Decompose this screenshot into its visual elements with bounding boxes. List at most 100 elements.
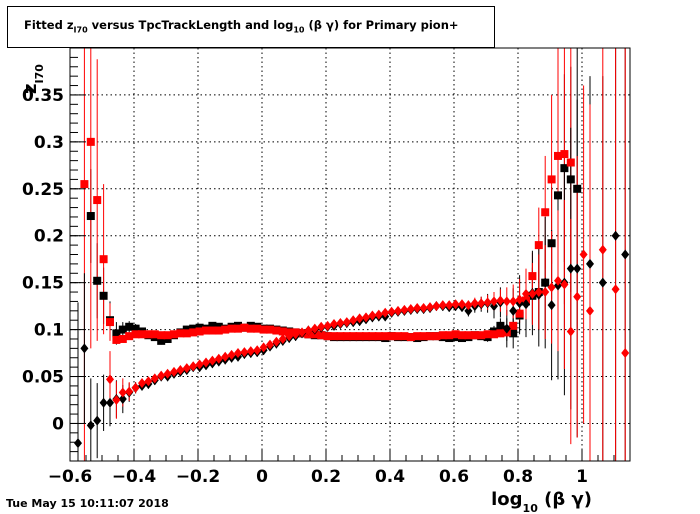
red-diamond-point <box>515 294 524 305</box>
error-bars <box>77 48 626 461</box>
red-diamond-point <box>362 312 370 323</box>
black-diamond-point <box>566 263 575 274</box>
black-diamond-point <box>541 277 550 288</box>
red-diamond-point <box>291 329 300 340</box>
plot-frame <box>69 47 631 462</box>
red-diamond-point <box>470 298 479 309</box>
red-square-point <box>182 329 191 338</box>
red-diamond-point <box>554 275 562 286</box>
title-middle: versus TpcTrackLength and log <box>87 18 294 32</box>
red-square-point <box>202 326 210 335</box>
red-diamond-point <box>253 345 262 356</box>
black-square-point <box>86 212 95 221</box>
red-diamond-point <box>342 317 351 328</box>
red-square-point <box>374 332 383 341</box>
x-tick-label: 0.4 <box>375 467 405 487</box>
red-diamond-point <box>336 318 345 329</box>
black-diamond-point <box>547 300 556 311</box>
red-diamond-point <box>298 327 306 338</box>
red-diamond-point <box>266 339 274 350</box>
black-diamond-point <box>598 277 607 288</box>
red-square-point <box>227 324 236 333</box>
red-square-point <box>464 331 473 340</box>
red-diamond-point <box>400 304 409 315</box>
red-diamond-point <box>394 305 402 316</box>
red-diamond-point <box>528 288 537 299</box>
red-square-point <box>176 329 185 338</box>
x-tick-label: −0.4 <box>112 467 157 487</box>
red-diamond-point <box>573 291 582 302</box>
red-square-point <box>566 158 575 167</box>
red-square-point <box>93 196 102 205</box>
black-square-point <box>566 175 575 184</box>
black-diamond-point <box>522 299 530 310</box>
red-diamond-point <box>118 387 127 398</box>
black-diamond-point <box>99 397 108 408</box>
red-diamond-point <box>477 298 486 309</box>
y-tick-label: 0.05 <box>22 368 64 388</box>
red-diamond-point <box>502 296 511 307</box>
svg-text:zI70: zI70 <box>20 64 46 94</box>
black-square-point <box>208 321 217 330</box>
red-diamond-point <box>426 302 434 313</box>
red-square-point <box>509 321 518 330</box>
red-diamond-point <box>611 284 620 295</box>
red-diamond-point <box>214 353 223 364</box>
black-diamond-point <box>502 323 511 334</box>
red-diamond-point <box>182 363 191 374</box>
red-square-point <box>547 175 556 184</box>
chart-title: Fitted zI70 versus TpcTrackLength and lo… <box>24 18 459 34</box>
red-square-point <box>554 151 562 160</box>
black-square-point <box>496 321 505 330</box>
red-diamond-point <box>387 306 396 317</box>
title-sub-10: 10 <box>293 25 305 35</box>
red-square-point <box>387 332 396 341</box>
red-square-point <box>99 255 108 264</box>
red-diamond-point <box>586 305 594 316</box>
red-diamond-point <box>419 303 428 314</box>
y-tick-label: 0 <box>52 414 64 434</box>
red-diamond-point <box>176 364 185 375</box>
red-square-point <box>483 330 492 339</box>
red-diamond-point <box>195 359 204 370</box>
red-square-point <box>246 324 255 333</box>
red-square-point <box>272 326 281 335</box>
red-diamond-point <box>349 315 358 326</box>
black-diamond-point <box>586 258 594 269</box>
y-tick-label: 0.1 <box>34 321 64 341</box>
red-diamond-point <box>598 244 607 255</box>
red-square-point <box>240 323 249 332</box>
red-square-point <box>234 324 242 333</box>
red-diamond-point <box>150 373 159 384</box>
red-square-point <box>470 331 479 340</box>
y-tick-label: 0.3 <box>34 133 64 153</box>
black-diamond-point <box>118 394 127 405</box>
red-square-point <box>150 330 159 339</box>
red-square-point <box>144 330 153 339</box>
red-square-point <box>214 326 223 335</box>
x-tick-label: 0.6 <box>439 467 469 487</box>
x-axis-label-tail: (β γ) <box>538 489 592 510</box>
axis-ticks <box>69 47 631 462</box>
red-diamond-point <box>131 382 140 393</box>
red-diamond-point <box>381 307 390 318</box>
y-tick-label: 0.25 <box>22 180 64 200</box>
red-diamond-point <box>125 386 134 397</box>
red-diamond-point <box>621 348 630 359</box>
red-square-point <box>477 331 486 340</box>
red-square-point <box>560 150 569 159</box>
black-square-point <box>509 329 518 338</box>
black-square-point <box>112 329 121 338</box>
red-square-point <box>163 331 172 340</box>
red-square-point <box>426 332 434 341</box>
title-prefix: Fitted z <box>24 18 74 32</box>
red-square-point <box>106 318 114 327</box>
black-square-point <box>131 324 140 333</box>
black-diamond-point <box>93 415 102 426</box>
timestamp: Tue May 15 10:11:07 2018 <box>6 497 169 510</box>
red-diamond-point <box>566 326 575 337</box>
red-diamond-point <box>189 361 198 372</box>
red-diamond-point <box>547 282 556 293</box>
red-diamond-point <box>202 357 210 368</box>
